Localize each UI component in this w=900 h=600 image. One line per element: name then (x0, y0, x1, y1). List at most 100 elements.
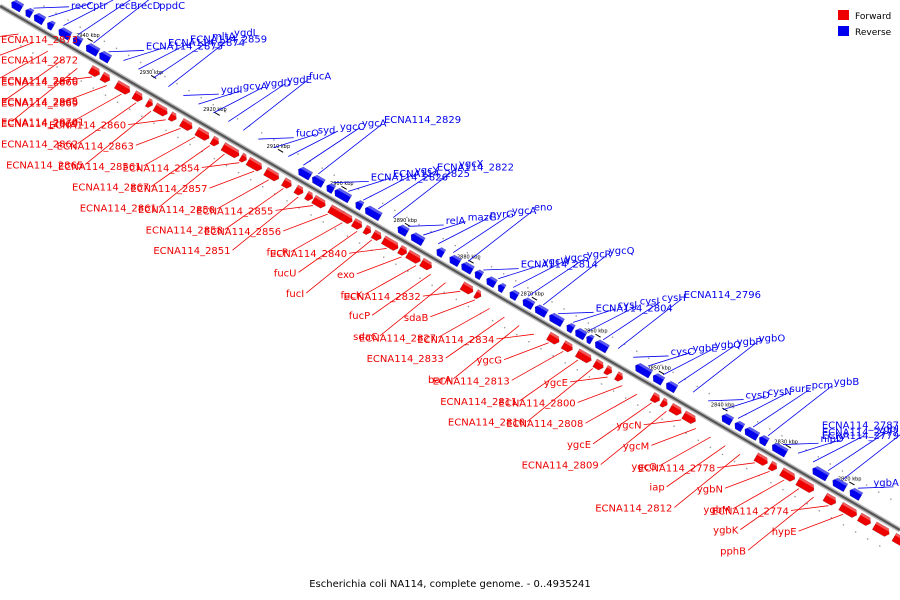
reverse-gene-label: ECNA114_2825 (393, 169, 470, 180)
track-dot (260, 132, 263, 134)
reverse-gene (575, 326, 588, 341)
label-leader (183, 93, 219, 96)
forward-gene-label: ECNA114_2867 (72, 183, 149, 194)
forward-gene-label: ECNA114_2833 (367, 354, 444, 365)
forward-gene-label: ECNA114_2869 (1, 98, 78, 109)
reverse-gene-label: ECNA114_2822 (437, 162, 514, 173)
genome-axis (0, 3, 900, 533)
track-dot (854, 531, 857, 533)
reverse-gene (534, 303, 550, 318)
track-dot (685, 432, 687, 434)
kbp-tick: 2930 kbp (140, 70, 163, 79)
label-leader (790, 505, 829, 511)
track-dot (44, 59, 46, 61)
forward-gene (245, 156, 265, 172)
forward-gene-label: ECNA114_2870 (1, 76, 78, 87)
label-leader (513, 261, 563, 288)
label-leader (363, 174, 414, 201)
label-leader (198, 90, 242, 105)
track-dot (625, 397, 627, 399)
label-leader (3, 59, 63, 102)
track-dot (539, 294, 541, 296)
reverse-gene-label: ECNA114_2859 (190, 35, 267, 46)
track-dot (286, 200, 288, 202)
reverse-gene (85, 41, 101, 57)
label-leader (318, 123, 383, 175)
forward-gene (613, 371, 625, 382)
track-dot (431, 284, 433, 287)
track-dot (141, 115, 143, 118)
label-leader (527, 258, 586, 297)
reverse-gene (311, 173, 326, 188)
legend: Forward Reverse (838, 10, 892, 38)
reverse-gene-label: relA (446, 216, 466, 227)
track-dot (32, 52, 34, 54)
track-dot (588, 376, 591, 378)
forward-gene (795, 476, 817, 493)
label-leader (445, 316, 505, 359)
track-dot (103, 40, 106, 43)
forward-gene-label: ECNA114_2832 (344, 292, 421, 303)
label-leader (288, 130, 339, 157)
track-dot (673, 425, 675, 427)
forward-gene-label: ECNA114_2855 (196, 206, 273, 217)
track-dot (128, 108, 131, 110)
forward-gene (473, 289, 484, 300)
forward-gene (668, 402, 684, 416)
reverse-gene (449, 253, 462, 268)
track-dot (491, 319, 494, 322)
forward-gene-label: ECNA114_2810 (448, 418, 525, 429)
kbp-tick-label: 2890 kbp (394, 218, 418, 224)
track-dot (321, 167, 323, 169)
track-dot (478, 258, 481, 261)
reverse-gene (461, 260, 475, 275)
track-dot (443, 291, 445, 294)
label-leader (674, 453, 741, 508)
reverse-gene-label: pyrG (490, 209, 514, 220)
label-leader (577, 385, 623, 403)
track-dot (600, 383, 603, 385)
reverse-gene-label: pcm (812, 380, 834, 391)
label-leader (600, 411, 667, 465)
label-leader (438, 217, 488, 245)
forward-gene (779, 467, 798, 482)
forward-gene (405, 249, 423, 264)
track-dot (298, 207, 300, 209)
forward-gene-label: ECNA114_2850 (138, 205, 215, 216)
label-leader (273, 133, 316, 149)
label-leader (108, 50, 144, 53)
track-dot (43, 5, 45, 7)
label-leader (150, 145, 211, 187)
track-dot (346, 235, 349, 237)
label-leader (423, 221, 466, 236)
track-dot (502, 273, 505, 275)
label-leader (69, 93, 122, 124)
forward-gene (350, 217, 365, 230)
track-dot (213, 157, 216, 160)
kbp-tick: 2900 kbp (330, 181, 354, 190)
track-dot (430, 230, 432, 233)
track-dot (576, 369, 579, 371)
forward-gene (167, 111, 179, 122)
reverse-gene (549, 311, 566, 328)
reverse-gene (652, 371, 666, 386)
reverse-gene-label: eno (534, 203, 553, 214)
track-dot (357, 188, 360, 190)
forward-gene (574, 348, 594, 364)
track-dot (587, 322, 590, 324)
track-dot (504, 326, 506, 329)
forward-gene-label: ygcG (477, 356, 503, 367)
track-dot (358, 242, 361, 244)
track-dot (164, 75, 166, 78)
track-dot (661, 418, 663, 420)
label-leader (349, 248, 387, 254)
forward-gene (220, 142, 242, 159)
label-leader (798, 513, 844, 532)
track-dot (697, 439, 699, 442)
label-leader (78, 0, 131, 35)
forward-gene (370, 229, 384, 242)
track-dot (285, 146, 287, 148)
forward-gene (592, 358, 606, 371)
forward-gene-label: ECNA114_2868 (1, 97, 78, 108)
